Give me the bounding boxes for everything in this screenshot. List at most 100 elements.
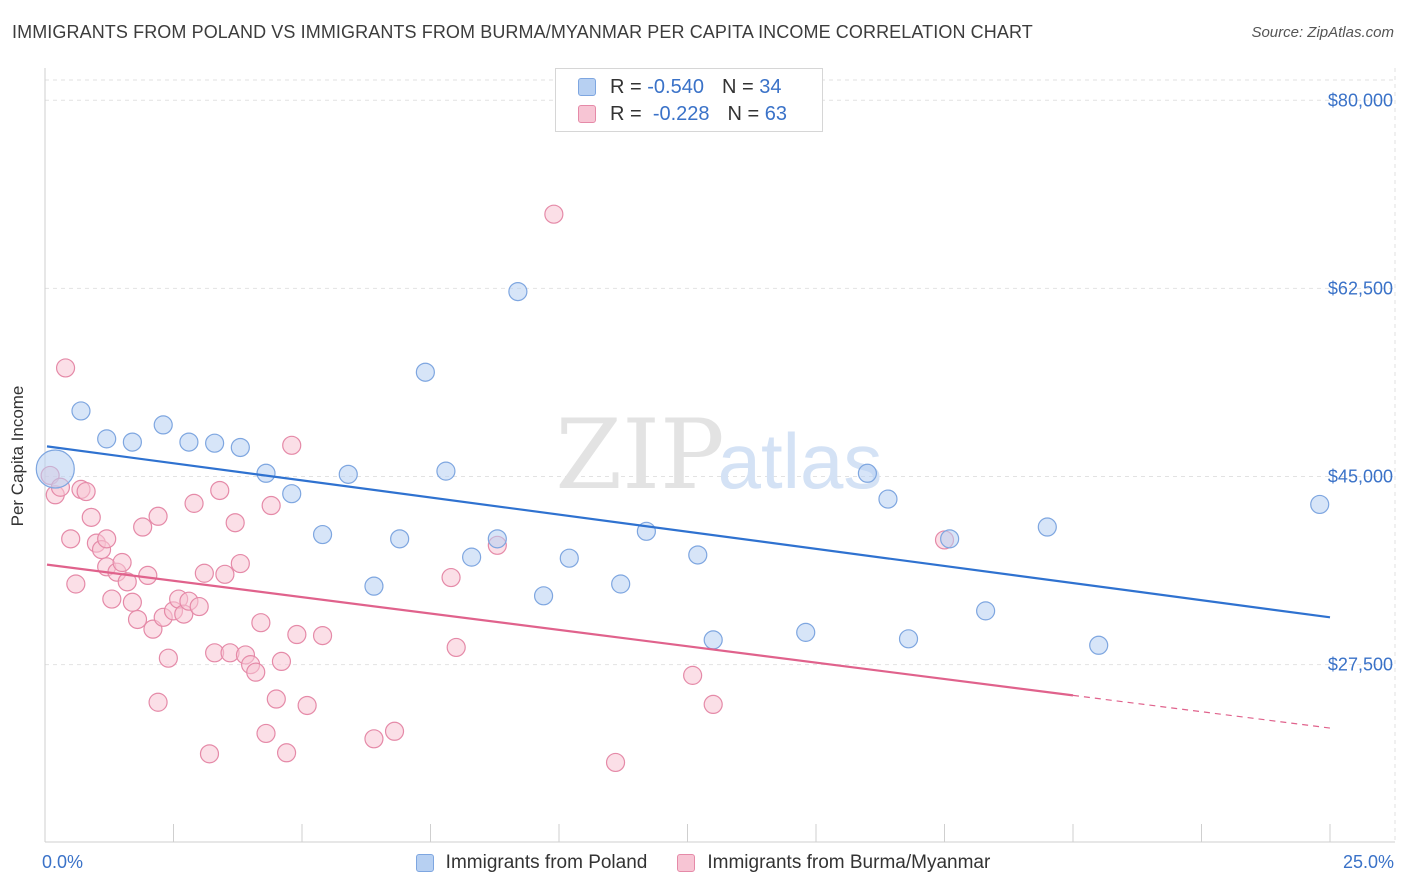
series-legend: Immigrants from Poland Immigrants from B…: [0, 852, 1406, 874]
data-point-poland: [1310, 494, 1330, 515]
data-point-burma: [55, 358, 76, 378]
data-point-poland: [508, 282, 528, 302]
data-point-poland: [312, 524, 333, 545]
correlation-legend: R = -0.540 N = 34 R = -0.228 N = 63: [555, 68, 823, 132]
y-tick-label: $27,500: [1328, 655, 1393, 675]
data-point-burma: [446, 637, 466, 658]
legend-swatch-poland: [578, 78, 596, 96]
data-point-poland: [179, 432, 199, 452]
legend-r-value-poland: -0.540: [647, 75, 704, 98]
legend-item-poland[interactable]: Immigrants from Poland: [415, 852, 648, 874]
data-point-poland: [611, 574, 631, 594]
data-point-burma: [122, 592, 142, 612]
source-label: Source: ZipAtlas.com: [1251, 24, 1394, 41]
data-point-poland: [436, 461, 456, 481]
data-point-poland: [415, 362, 435, 382]
data-point-burma: [97, 529, 117, 549]
data-point-burma: [148, 692, 168, 712]
data-point-burma: [117, 572, 137, 592]
data-point-burma: [544, 204, 564, 224]
data-point-poland: [97, 429, 117, 449]
legend-n-value-burma: 63: [764, 102, 788, 125]
data-point-burma: [246, 662, 266, 682]
legend-r-label: R =: [610, 102, 642, 125]
y-tick-label: $62,500: [1328, 278, 1393, 298]
data-point-burma: [683, 665, 703, 685]
data-point-burma: [384, 721, 405, 741]
data-point-poland: [230, 437, 250, 458]
data-point-burma: [282, 435, 302, 455]
data-point-poland: [976, 601, 996, 621]
watermark: ZIP atlas: [555, 399, 882, 511]
data-point-burma: [297, 695, 317, 716]
data-point-poland: [878, 489, 898, 509]
trend-line-poland: [46, 445, 1331, 619]
series-burma-points: [40, 204, 955, 773]
data-point-poland: [256, 463, 276, 483]
data-point-burma: [225, 513, 245, 533]
legend-n-label: N =: [721, 75, 754, 98]
data-point-burma: [230, 553, 250, 574]
legend-swatch-poland: [415, 854, 434, 872]
legend-row-poland: R = -0.540 N = 34: [578, 75, 781, 99]
data-point-poland: [688, 545, 708, 565]
legend-r-value-burma: -0.228: [652, 102, 710, 125]
data-point-poland: [857, 463, 878, 483]
data-point-burma: [276, 743, 297, 763]
legend-row-burma: R = -0.228 N = 63: [578, 102, 787, 126]
data-point-burma: [61, 529, 81, 549]
data-point-burma: [441, 567, 461, 588]
data-point-poland: [364, 576, 384, 596]
chart-title: IMMIGRANTS FROM POLAND VS IMMIGRANTS FRO…: [12, 22, 1033, 42]
data-point-burma: [102, 589, 122, 609]
legend-item-burma[interactable]: Immigrants from Burma/Myanmar: [677, 852, 990, 874]
trend-lines: [46, 445, 1331, 729]
y-tick-label: $80,000: [1328, 90, 1393, 110]
legend-label-burma: Immigrants from Burma/Myanmar: [707, 852, 991, 873]
data-point-burma: [266, 689, 286, 709]
data-point-burma: [271, 651, 292, 672]
data-point-poland: [559, 548, 579, 568]
data-point-poland: [71, 401, 91, 421]
data-point-poland: [153, 415, 173, 435]
legend-n-value-poland: 34: [759, 75, 782, 98]
data-point-poland: [533, 586, 554, 606]
data-point-poland: [898, 629, 919, 649]
data-point-burma: [112, 552, 132, 573]
watermark-zip: ZIP: [555, 399, 724, 511]
data-point-burma: [76, 481, 96, 502]
data-point-burma: [364, 729, 384, 749]
data-point-burma: [251, 613, 271, 633]
data-point-poland: [35, 449, 75, 489]
x-tick-label-min: 0.0%: [42, 852, 84, 872]
data-point-poland: [940, 529, 960, 549]
data-point-burma: [261, 495, 281, 516]
data-point-poland: [796, 622, 816, 642]
y-tick-label: $45,000: [1328, 467, 1393, 487]
data-point-poland: [282, 484, 302, 504]
data-point-poland: [487, 529, 507, 549]
data-point-poland: [1037, 517, 1057, 537]
data-point-burma: [312, 625, 333, 646]
data-point-burma: [199, 744, 220, 764]
legend-label-poland: Immigrants from Poland: [445, 852, 648, 873]
trend-line-burma-extension: [1072, 694, 1331, 729]
data-point-burma: [158, 648, 178, 668]
data-point-poland: [390, 529, 410, 549]
y-tick-labels: $27,500 $45,000 $62,500 $80,000: [1328, 90, 1393, 674]
data-point-burma: [215, 564, 235, 584]
data-point-burma: [210, 480, 230, 501]
data-point-poland: [338, 464, 358, 484]
legend-swatch-burma: [578, 105, 596, 123]
data-point-burma: [133, 517, 153, 537]
legend-swatch-burma: [677, 854, 696, 872]
data-point-burma: [256, 723, 276, 744]
trend-line-burma: [46, 563, 1074, 697]
x-tick-label-max: 25.0%: [1342, 852, 1394, 872]
legend-r-label: R =: [610, 75, 642, 98]
data-point-burma: [138, 565, 158, 586]
data-point-burma: [703, 694, 723, 715]
data-point-burma: [66, 574, 86, 594]
data-point-poland: [1089, 635, 1109, 655]
